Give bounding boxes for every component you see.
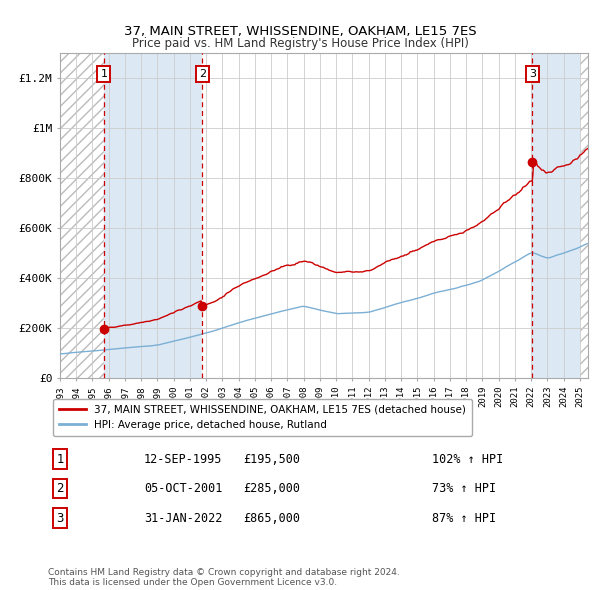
Legend: 37, MAIN STREET, WHISSENDINE, OAKHAM, LE15 7ES (detached house), HPI: Average pr: 37, MAIN STREET, WHISSENDINE, OAKHAM, LE… bbox=[53, 399, 472, 436]
Text: 3: 3 bbox=[56, 512, 64, 525]
Text: £195,500: £195,500 bbox=[243, 453, 300, 466]
Text: 102% ↑ HPI: 102% ↑ HPI bbox=[432, 453, 503, 466]
Text: 1: 1 bbox=[56, 453, 64, 466]
Text: Price paid vs. HM Land Registry's House Price Index (HPI): Price paid vs. HM Land Registry's House … bbox=[131, 37, 469, 50]
Text: £865,000: £865,000 bbox=[243, 512, 300, 525]
Text: 05-OCT-2001: 05-OCT-2001 bbox=[144, 482, 223, 495]
Bar bbox=[580, 53, 588, 378]
Text: 31-JAN-2022: 31-JAN-2022 bbox=[144, 512, 223, 525]
Text: 37, MAIN STREET, WHISSENDINE, OAKHAM, LE15 7ES: 37, MAIN STREET, WHISSENDINE, OAKHAM, LE… bbox=[124, 25, 476, 38]
Bar bbox=[104, 53, 202, 378]
Text: 1: 1 bbox=[100, 69, 107, 79]
Text: 12-SEP-1995: 12-SEP-1995 bbox=[144, 453, 223, 466]
Text: Contains HM Land Registry data © Crown copyright and database right 2024.
This d: Contains HM Land Registry data © Crown c… bbox=[48, 568, 400, 587]
Bar bbox=[202, 53, 532, 378]
Text: £285,000: £285,000 bbox=[243, 482, 300, 495]
Text: 2: 2 bbox=[56, 482, 64, 495]
Text: 3: 3 bbox=[529, 69, 536, 79]
Bar bbox=[532, 53, 588, 378]
Text: 73% ↑ HPI: 73% ↑ HPI bbox=[432, 482, 496, 495]
Text: 87% ↑ HPI: 87% ↑ HPI bbox=[432, 512, 496, 525]
Bar bbox=[60, 53, 104, 378]
Text: 2: 2 bbox=[199, 69, 206, 79]
